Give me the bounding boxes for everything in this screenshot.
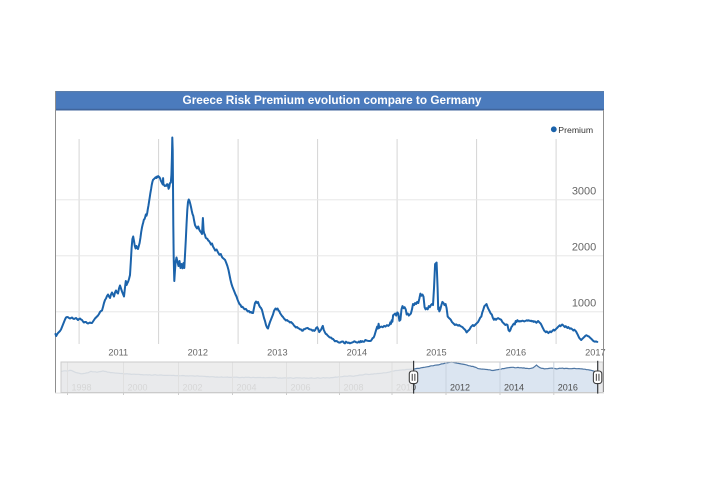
svg-text:2015: 2015 (426, 347, 446, 357)
svg-text:2016: 2016 (506, 347, 526, 357)
svg-text:2000: 2000 (572, 241, 596, 253)
svg-text:2014: 2014 (504, 382, 524, 392)
svg-text:3000: 3000 (572, 185, 596, 197)
svg-text:1000: 1000 (572, 297, 596, 309)
svg-text:Greece Risk Premium evolution: Greece Risk Premium evolution compare to… (183, 93, 482, 107)
svg-text:2012: 2012 (450, 382, 470, 392)
svg-text:2014: 2014 (347, 347, 367, 357)
svg-text:2013: 2013 (267, 347, 287, 357)
svg-text:2016: 2016 (558, 382, 578, 392)
svg-text:2012: 2012 (188, 347, 208, 357)
svg-text:2017: 2017 (585, 347, 605, 357)
svg-text:Premium: Premium (558, 125, 593, 135)
svg-text:2011: 2011 (108, 347, 128, 357)
